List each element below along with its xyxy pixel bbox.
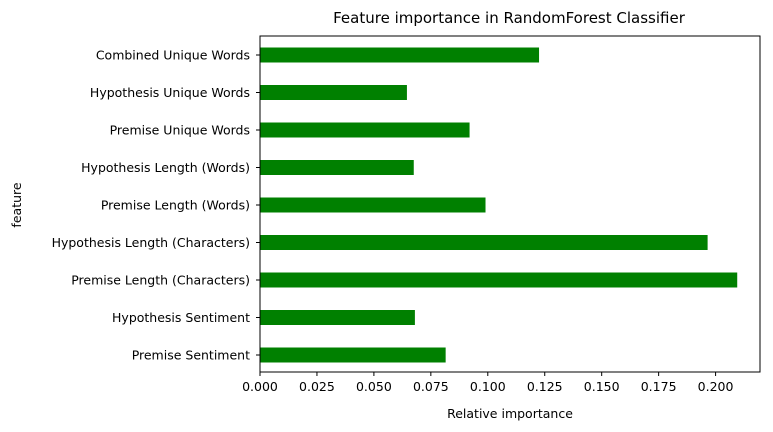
- x-axis-label: Relative importance: [447, 406, 573, 421]
- bar-hypothesis-length-words: [260, 160, 414, 175]
- x-tick-label: 0.025: [299, 379, 335, 394]
- y-tick-label: Hypothesis Sentiment: [112, 310, 250, 325]
- x-tick-label: 0.075: [413, 379, 449, 394]
- bar-premise-length-characters: [260, 272, 738, 288]
- x-tick-label: 0.100: [470, 379, 506, 394]
- bar-hypothesis-unique-words: [260, 85, 407, 100]
- bar-hypothesis-sentiment: [260, 310, 415, 325]
- y-tick-label: Premise Unique Words: [110, 123, 250, 138]
- x-tick-label: 0.200: [698, 379, 734, 394]
- y-axis-ticks: Premise Sentiment Hypothesis Sentiment Pre…: [52, 48, 260, 363]
- x-tick-label: 0.125: [527, 379, 563, 394]
- x-tick-label: 0.150: [584, 379, 620, 394]
- y-tick-label: Premise Sentiment: [132, 348, 250, 363]
- bar-premise-sentiment: [260, 347, 446, 363]
- bar-hypothesis-length-characters: [260, 235, 708, 250]
- plot-frame: [259, 35, 761, 373]
- y-tick-label: Premise Length (Words): [101, 198, 250, 213]
- bar-premise-length-words: [260, 197, 486, 213]
- y-axis-label: feature: [9, 182, 24, 227]
- x-tick-label: 0.000: [242, 379, 278, 394]
- x-tick-label: 0.175: [641, 379, 677, 394]
- y-tick-label: Hypothesis Unique Words: [90, 85, 250, 100]
- y-tick-label: Combined Unique Words: [96, 48, 250, 63]
- y-tick-label: Premise Length (Characters): [71, 273, 250, 288]
- bar-combined-unique-words: [260, 47, 540, 63]
- y-tick-label: Hypothesis Length (Characters): [52, 235, 250, 250]
- bars-group: [260, 47, 738, 363]
- bar-premise-unique-words: [260, 122, 470, 138]
- x-axis-ticks: 0.000 0.025 0.050 0.075 0.100 0.125 0.150 0.175…: [242, 372, 734, 394]
- chart-title: Feature importance in RandomForest Class…: [333, 9, 686, 27]
- x-tick-label: 0.050: [356, 379, 392, 394]
- y-tick-label: Hypothesis Length (Words): [81, 160, 250, 175]
